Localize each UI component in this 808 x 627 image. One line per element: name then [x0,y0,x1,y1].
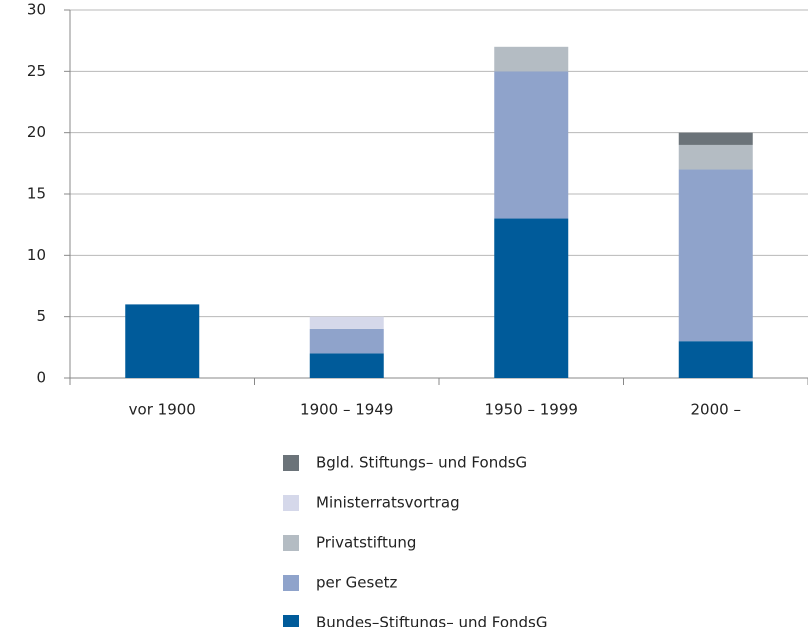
bar-segment [309,353,384,378]
bar-segment [678,169,753,342]
legend-label: Ministerratsvortrag [316,494,460,512]
bar-segment [678,132,753,145]
y-tick-label: 30 [27,1,46,19]
legend-swatch [283,455,299,471]
bar-segment [309,328,384,354]
bar-segment [494,218,569,378]
bar-segment [309,316,384,329]
y-tick-label: 10 [27,246,46,264]
legend-swatch [283,535,299,551]
legend-label: Privatstiftung [316,534,416,552]
x-tick-label: 1900 – 1949 [300,401,393,419]
bar-segment [125,304,200,378]
bar-segment [494,71,569,219]
legend-label: Bgld. Stiftungs– und FondsG [316,454,527,472]
x-tick-label: 2000 – [691,401,741,419]
x-tick-label: 1950 – 1999 [485,401,578,419]
legend-label: per Gesetz [316,574,397,592]
y-tick-label: 20 [27,123,46,141]
legend-swatch [283,495,299,511]
y-tick-label: 15 [27,185,46,203]
legend-label: Bundes–Stiftungs– und FondsG [316,614,548,627]
legend-swatch [283,575,299,591]
y-tick-label: 25 [27,62,46,80]
legend-swatch [283,615,299,627]
bar-segment [494,46,569,72]
y-tick-label: 5 [36,307,46,325]
bar-segment [678,341,753,378]
bar-segment [678,144,753,170]
x-tick-label: vor 1900 [129,401,196,419]
y-tick-label: 0 [36,369,46,387]
